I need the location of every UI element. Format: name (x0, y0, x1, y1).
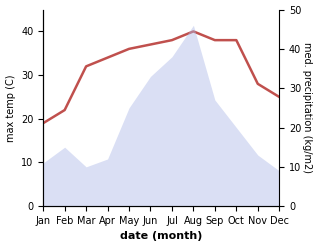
Y-axis label: med. precipitation (kg/m2): med. precipitation (kg/m2) (302, 42, 313, 173)
X-axis label: date (month): date (month) (120, 231, 203, 242)
Y-axis label: max temp (C): max temp (C) (5, 74, 16, 142)
